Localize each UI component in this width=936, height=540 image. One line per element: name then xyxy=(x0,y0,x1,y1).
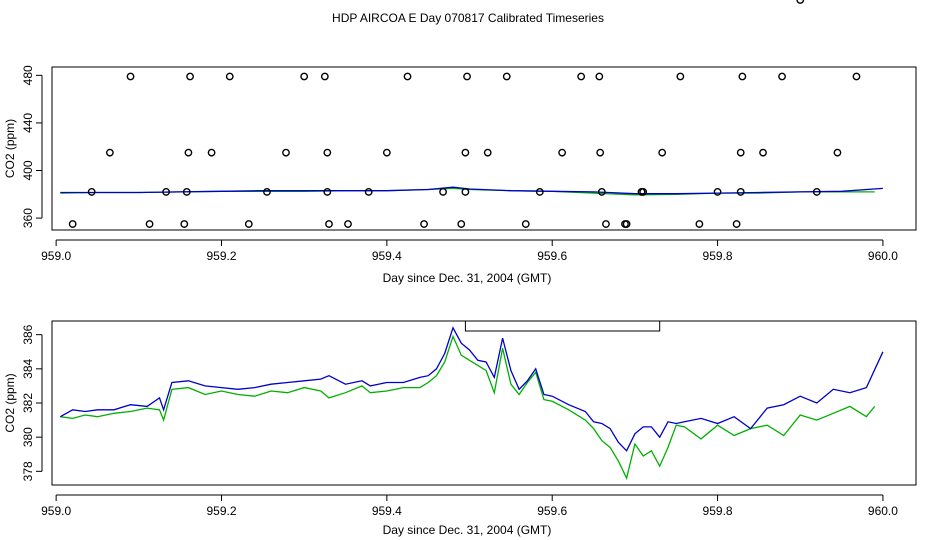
figure-title: HDP AIRCOA E Day 070817 Calibrated Times… xyxy=(332,11,604,25)
calibration-point xyxy=(244,220,253,228)
calibration-point xyxy=(577,72,586,81)
x-tick-label: 959.6 xyxy=(537,249,567,263)
y-tick-label: 378 xyxy=(21,461,35,481)
calibration-point xyxy=(105,148,114,157)
calibration-point xyxy=(658,148,667,157)
calibration-point xyxy=(162,188,170,196)
calibration-point xyxy=(713,188,722,196)
x-tick-label: 959.0 xyxy=(41,504,71,518)
x-tick-label: 959.2 xyxy=(206,249,236,263)
series-green-line xyxy=(60,334,876,481)
calibration-point xyxy=(833,148,842,157)
calibration-point xyxy=(736,188,745,196)
series-blue-line xyxy=(59,326,884,452)
calibration-point xyxy=(300,72,309,81)
y-tick-label: 440 xyxy=(21,113,35,133)
calibration-point xyxy=(622,220,631,228)
calibration-point xyxy=(364,188,373,196)
calibration-point xyxy=(676,72,685,81)
x-tick-label: 960.0 xyxy=(868,504,898,518)
x-tick-label: 959.4 xyxy=(372,249,402,263)
calibration-point xyxy=(695,220,704,228)
x-tick-label: 959.8 xyxy=(703,504,733,518)
calibration-point xyxy=(483,148,492,157)
calibration-point xyxy=(535,188,544,196)
y-tick-label: 360 xyxy=(21,208,35,228)
calibration-point xyxy=(461,188,470,196)
calibration-point xyxy=(180,220,189,228)
calibration-point xyxy=(182,188,191,196)
calibration-point xyxy=(323,148,332,157)
co2-detail-panel: 959.0 959.2 959.4 959.6 959.8 960.0 Day since … xyxy=(3,320,917,537)
y-tick-label: 382 xyxy=(21,393,35,413)
calibration-point xyxy=(521,220,530,228)
calibration-point xyxy=(207,148,216,157)
calibration-point xyxy=(738,72,747,81)
calibration-point xyxy=(639,188,648,196)
calibration-point xyxy=(852,72,861,81)
calibration-point xyxy=(186,72,194,81)
calibration-point xyxy=(463,72,471,81)
calibration-point xyxy=(595,72,604,81)
y-axis-label: CO2 (ppm) xyxy=(3,119,17,178)
calibration-point xyxy=(323,188,332,196)
calibration-point xyxy=(325,220,333,228)
calibration-point xyxy=(558,148,567,157)
y-tick-label: 400 xyxy=(21,160,35,180)
x-tick-label: 959.2 xyxy=(206,504,236,518)
x-tick-label: 959.0 xyxy=(41,249,71,263)
calibration-point xyxy=(263,188,271,196)
calibration-point xyxy=(796,0,805,4)
x-tick-label: 959.4 xyxy=(372,504,402,518)
legend-box xyxy=(464,320,661,332)
calibration-point xyxy=(382,148,391,157)
calibration-point xyxy=(812,188,821,196)
calibration-point xyxy=(439,188,447,196)
calibration-point xyxy=(457,220,466,228)
x-tick-label: 959.6 xyxy=(537,504,567,518)
calibration-point xyxy=(344,220,352,228)
calibration-point xyxy=(145,220,154,228)
calibration-point xyxy=(778,72,786,81)
x-axis-label: Day since Dec. 31, 2004 (GMT) xyxy=(383,271,552,285)
y-tick-label: 386 xyxy=(21,324,35,344)
y-tick-label: 480 xyxy=(21,65,35,85)
calibration-point xyxy=(87,188,96,196)
calibration-point xyxy=(502,72,511,81)
x-tick-label: 960.0 xyxy=(868,249,898,263)
calibration-point xyxy=(736,148,745,157)
x-axis-label: Day since Dec. 31, 2004 (GMT) xyxy=(383,523,552,537)
calibration-point xyxy=(126,72,135,81)
calibration-point xyxy=(420,220,428,228)
calibration-point xyxy=(282,148,290,157)
x-tick-label: 959.8 xyxy=(703,249,733,263)
y-tick-label: 384 xyxy=(21,359,35,379)
calibration-point xyxy=(602,220,610,228)
calibration-point xyxy=(596,148,605,157)
calibration-point xyxy=(68,220,77,228)
calibration-point xyxy=(597,188,606,196)
y-tick-label: 380 xyxy=(21,427,35,447)
co2-overview-panel: 959.0 959.2 959.4 959.6 959.8 960.0 Day since … xyxy=(3,0,917,285)
calibration-point xyxy=(461,148,470,157)
calibration-point xyxy=(732,220,741,228)
plot-frame xyxy=(51,66,917,231)
calibration-point xyxy=(403,72,412,81)
y-axis-label: CO2 (ppm) xyxy=(3,373,17,432)
calibration-point xyxy=(225,72,234,81)
calibration-point xyxy=(320,72,329,81)
calibration-point xyxy=(759,148,767,157)
calibration-point xyxy=(184,148,193,157)
